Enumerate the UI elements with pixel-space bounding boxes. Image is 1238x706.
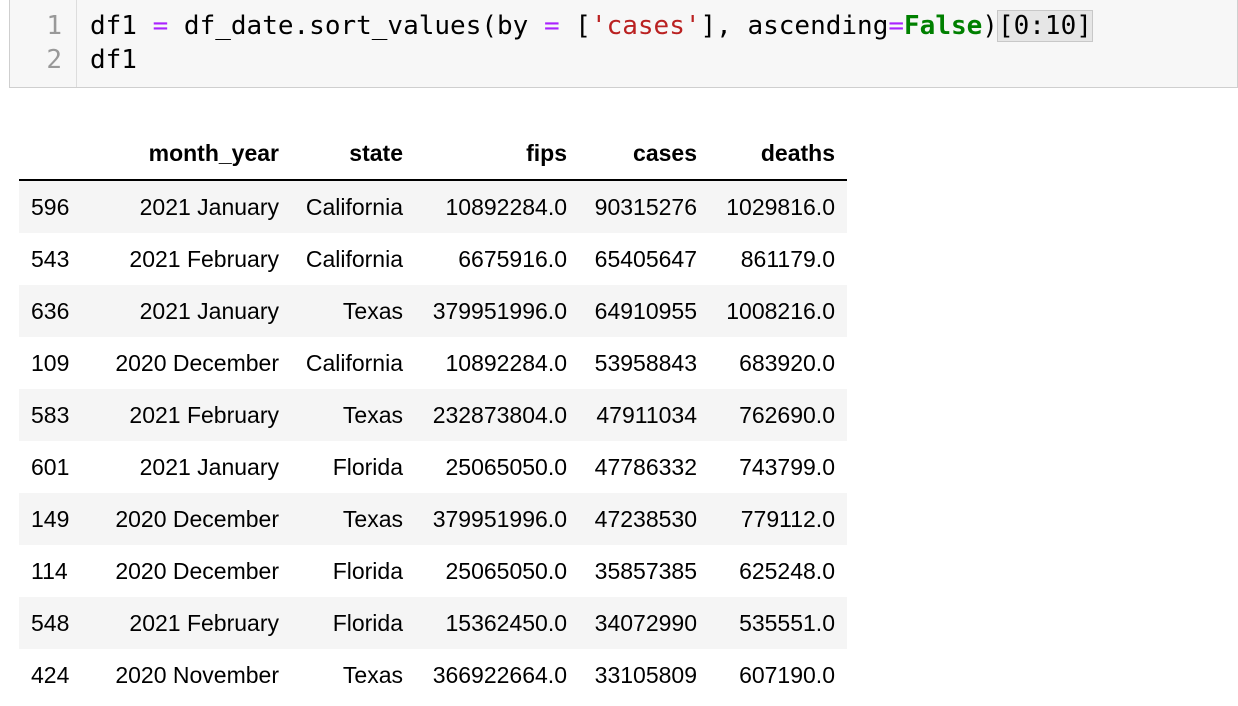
code-token: df_date.sort_values(by (168, 11, 544, 41)
code-token-operator: = (543, 11, 560, 41)
code-cell[interactable]: 1 2 df1 = df_date.sort_values(by = ['cas… (9, 0, 1238, 88)
cell-cases: 47786332 (594, 453, 697, 480)
cell-cases: 33105809 (594, 661, 697, 688)
cell-month-year: 2020 December (115, 349, 279, 376)
cell-state: Texas (342, 661, 403, 688)
cell-fips: 232873804.0 (432, 401, 567, 428)
column-header-month-year: month_year (95, 127, 291, 181)
cell-deaths: 861179.0 (740, 245, 835, 272)
cell-fips: 10892284.0 (445, 193, 567, 220)
cell-cases: 90315276 (594, 193, 697, 220)
line-number: 1 (46, 11, 62, 41)
code-token-keyword: False (904, 11, 983, 41)
cell-deaths: 625248.0 (739, 557, 835, 584)
cell-deaths: 1029816.0 (726, 193, 835, 220)
cell-month-year: 2020 November (115, 661, 279, 688)
cell-fips: 25065050.0 (445, 453, 567, 480)
cell-cases: 65405647 (594, 245, 697, 272)
table-row: 548 2021 February Florida 15362450.0 3407299… (19, 597, 847, 649)
table-row: 543 2021 February California 6675916.0 65405… (19, 233, 847, 285)
cell-month-year: 2021 January (139, 193, 279, 220)
dataframe-table: month_year state fips cases deaths 596 20… (19, 127, 847, 701)
code-token: ) (982, 11, 998, 41)
cell-state: Texas (342, 297, 403, 324)
cell-month-year: 2021 February (129, 401, 279, 428)
cell-deaths: 683920.0 (739, 349, 835, 376)
cell-cases: 53958843 (594, 349, 697, 376)
table-row: 583 2021 February Texas 232873804.0 47911034… (19, 389, 847, 441)
row-index: 149 (31, 505, 70, 532)
cell-month-year: 2021 February (129, 245, 279, 272)
table-row: 149 2020 December Texas 379951996.0 47238530… (19, 493, 847, 545)
row-index: 424 (31, 661, 70, 688)
code-line-2[interactable]: df1 (90, 45, 137, 75)
cell-fips: 25065050.0 (445, 557, 567, 584)
row-index: 601 (31, 453, 70, 480)
table-row: 601 2021 January Florida 25065050.0 47786332… (19, 441, 847, 493)
table-row: 109 2020 December California 10892284.0 5395… (19, 337, 847, 389)
code-line-1[interactable]: df1 = df_date.sort_values(by = ['cases']… (90, 9, 1093, 43)
cell-month-year: 2020 December (115, 505, 279, 532)
column-header-index (19, 127, 95, 181)
table-row: 596 2021 January California 10892284.0 90315… (19, 180, 847, 233)
table-row: 636 2021 January Texas 379951996.0 64910955 1… (19, 285, 847, 337)
cell-cases: 47238530 (594, 505, 697, 532)
row-index: 543 (31, 245, 70, 272)
cell-cases: 64910955 (594, 297, 697, 324)
cell-state: Texas (342, 401, 403, 428)
row-index: 109 (31, 349, 70, 376)
code-token: df1 (90, 11, 153, 41)
cell-state: California (305, 245, 403, 272)
cell-cases: 47911034 (596, 401, 697, 428)
cell-state: California (305, 193, 403, 220)
code-token: [ (559, 11, 591, 41)
row-index: 548 (31, 609, 70, 636)
code-token: ], ascending (700, 11, 889, 41)
cell-deaths: 762690.0 (739, 401, 835, 428)
cell-state: Florida (332, 453, 403, 480)
dataframe-output: month_year state fips cases deaths 596 20… (19, 127, 847, 701)
table-body: 596 2021 January California 10892284.0 90315… (19, 180, 847, 701)
code-token-operator: = (152, 11, 169, 41)
cell-state: Florida (332, 557, 403, 584)
cell-deaths: 779112.0 (740, 505, 835, 532)
cell-cases: 34072990 (594, 609, 697, 636)
cell-month-year: 2021 January (139, 453, 279, 480)
row-index: 636 (31, 297, 70, 324)
cell-cases: 35857385 (594, 557, 697, 584)
table-row: 114 2020 December Florida 25065050.0 3585738… (19, 545, 847, 597)
code-token-operator: = (888, 11, 905, 41)
row-index: 596 (31, 193, 70, 220)
cell-month-year: 2021 January (139, 297, 279, 324)
code-token-string: 'cases' (590, 11, 701, 41)
line-number: 2 (46, 45, 62, 75)
column-header-deaths: deaths (709, 127, 847, 181)
cell-fips: 379951996.0 (432, 297, 567, 324)
cell-fips: 15362450.0 (445, 609, 567, 636)
row-index: 583 (31, 401, 70, 428)
column-header-state: state (291, 127, 415, 181)
cell-deaths: 743799.0 (739, 453, 835, 480)
column-header-cases: cases (579, 127, 709, 181)
cell-fips: 366922664.0 (432, 661, 567, 688)
line-number-gutter: 1 2 (10, 0, 77, 87)
cell-fips: 6675916.0 (458, 245, 567, 272)
cell-deaths: 535551.0 (739, 609, 835, 636)
table-header-row: month_year state fips cases deaths (19, 127, 847, 181)
row-index: 114 (31, 557, 68, 584)
cell-fips: 379951996.0 (432, 505, 567, 532)
table-row: 424 2020 November Texas 366922664.0 33105809… (19, 649, 847, 701)
column-header-fips: fips (415, 127, 579, 181)
code-token-bracket-highlight: [0:10] (996, 10, 1093, 42)
cell-deaths: 1008216.0 (726, 297, 835, 324)
cell-deaths: 607190.0 (739, 661, 835, 688)
cell-month-year: 2021 February (129, 609, 279, 636)
cell-state: Florida (332, 609, 403, 636)
cell-month-year: 2020 December (115, 557, 279, 584)
cell-state: California (305, 349, 403, 376)
cell-state: Texas (342, 505, 403, 532)
cell-fips: 10892284.0 (445, 349, 567, 376)
